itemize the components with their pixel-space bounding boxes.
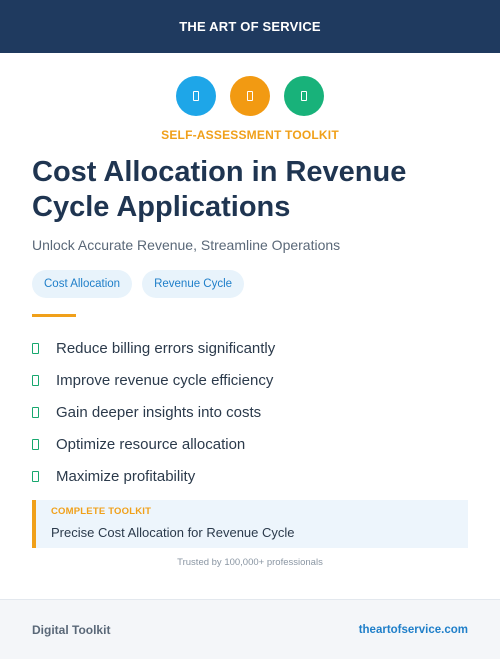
benefit-list: Reduce billing errors significantly Impr… (32, 332, 472, 492)
header-bar: THE ART OF SERVICE (0, 0, 500, 53)
blue-badge-icon (176, 76, 216, 116)
footer-label: Digital Toolkit (32, 622, 111, 637)
eyebrow-label: SELF-ASSESSMENT TOOLKIT (161, 128, 339, 142)
footer-bar: Digital Toolkit theartofservice.com (0, 599, 500, 659)
toolkit-callout: COMPLETE TOOLKIT Precise Cost Allocation… (32, 500, 468, 548)
check-icon (32, 438, 39, 450)
brand-name: THE ART OF SERVICE (179, 19, 321, 34)
check-icon (32, 470, 39, 482)
check-icon (32, 342, 39, 354)
check-icon (32, 406, 39, 418)
list-item: Reduce billing errors significantly (32, 332, 472, 364)
callout-label: COMPLETE TOOLKIT (51, 506, 152, 517)
tag-revenue-cycle[interactable]: Revenue Cycle (142, 270, 245, 298)
page-title: Cost Allocation in Revenue Cycle Applica… (32, 156, 407, 223)
accent-divider (32, 314, 76, 317)
list-item: Maximize profitability (32, 460, 472, 492)
orange-badge-icon (230, 76, 270, 116)
website-link[interactable]: theartofservice.com (358, 623, 468, 636)
tag-list: Cost Allocation Revenue Cycle (32, 270, 245, 298)
list-item: Optimize resource allocation (32, 428, 472, 460)
list-item: Gain deeper insights into costs (32, 396, 472, 428)
trusted-note: Trusted by 100,000+ professionals (177, 557, 323, 568)
tag-cost-allocation[interactable]: Cost Allocation (32, 270, 133, 298)
subtitle: Unlock Accurate Revenue, Streamline Oper… (32, 237, 341, 253)
list-item: Improve revenue cycle efficiency (32, 364, 472, 396)
green-badge-icon (284, 76, 324, 116)
icon-row (0, 76, 500, 116)
callout-value: Precise Cost Allocation for Revenue Cycl… (51, 525, 295, 540)
check-icon (32, 374, 39, 386)
